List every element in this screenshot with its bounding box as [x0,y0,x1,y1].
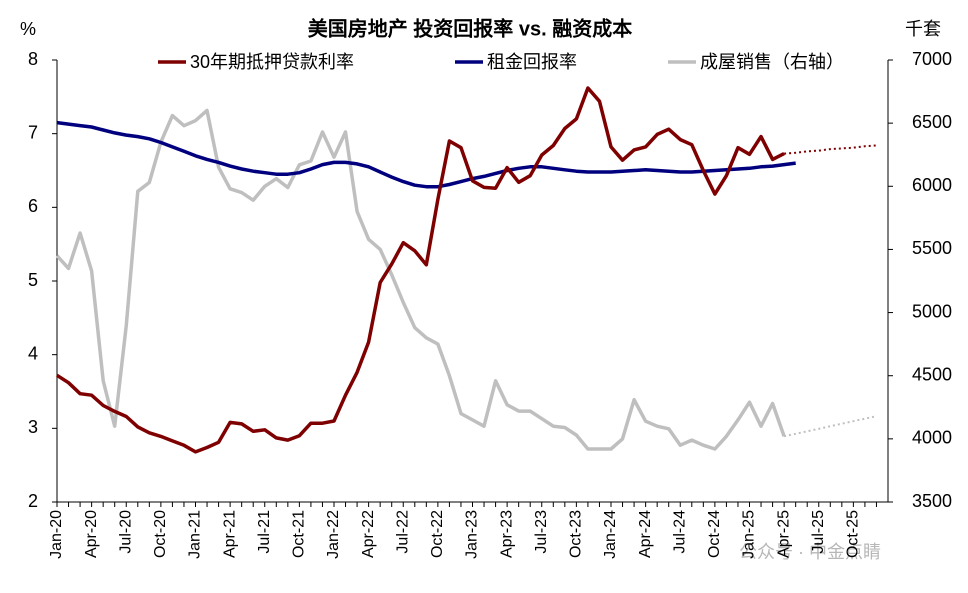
trend-line [784,144,877,155]
y2-tick-label: 4500 [912,364,952,384]
y-tick-label: 4 [28,343,38,363]
y-tick-label: 8 [28,49,38,69]
x-tick-label: Oct-23 [568,510,585,558]
x-tick-label: Jul-24 [671,510,688,554]
x-tick-label: Jan-23 [464,510,481,559]
x-tick-label: Jul-21 [256,510,273,554]
legend-label: 成屋销售（右轴） [700,52,844,72]
y-tick-label: 3 [28,417,38,437]
x-tick-label: Jul-20 [117,510,134,554]
x-tick-label: Jan-22 [325,510,342,559]
y-axis-label: % [20,19,36,39]
chart-title: 美国房地产 投资回报率 vs. 融资成本 [308,16,632,40]
x-tick-label: Oct-20 [152,510,169,558]
trend-line [783,415,877,438]
x-tick-label: Jul-23 [533,510,550,554]
y2-tick-label: 7000 [912,49,952,69]
y2-axis-label: 千套 [905,19,941,39]
y-tick-label: 2 [28,491,38,511]
line [55,108,786,451]
x-tick-label: Apr-25 [775,510,792,558]
line [56,86,785,454]
line [56,120,796,189]
x-tick-label: Oct-25 [845,510,862,558]
x-tick-label: Jan-25 [741,510,758,559]
x-tick-label: Oct-22 [429,510,446,558]
x-tick-label: Jan-21 [187,510,204,559]
x-tick-label: Apr-24 [637,510,654,558]
watermark: 公众号 · 中金点睛 [739,542,881,562]
x-tick-label: Apr-23 [498,510,515,558]
y2-tick-label: 5500 [912,238,952,258]
x-tick-label: Jul-25 [810,510,827,554]
y-tick-label: 7 [28,122,38,142]
x-tick-label: Apr-21 [221,510,238,558]
y2-tick-label: 4000 [912,428,952,448]
y2-tick-label: 3500 [912,491,952,511]
x-tick-label: Apr-20 [83,510,100,558]
x-tick-label: Jan-24 [602,510,619,559]
y-tick-label: 6 [28,196,38,216]
x-tick-label: Jan-20 [48,510,65,559]
y2-tick-label: 6000 [912,175,952,195]
y-tick-label: 5 [28,270,38,290]
y2-tick-label: 5000 [912,301,952,321]
x-tick-label: Jul-22 [394,510,411,554]
x-tick-label: Apr-22 [360,510,377,558]
legend-label: 30年期抵押贷款利率 [190,52,354,72]
x-tick-label: Oct-21 [291,510,308,558]
y2-tick-label: 6500 [912,112,952,132]
legend-label: 租金回报率 [487,52,577,72]
x-tick-label: Oct-24 [706,510,723,558]
